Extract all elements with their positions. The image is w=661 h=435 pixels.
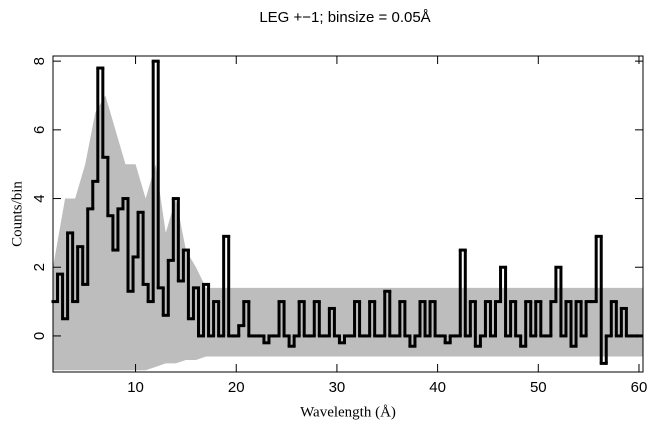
x-tick-label: 40	[429, 379, 446, 396]
x-tick-label: 10	[127, 379, 144, 396]
plot-area	[51, 59, 643, 371]
y-tick-label: 6	[31, 126, 48, 134]
x-tick-label: 60	[631, 379, 648, 396]
plot-frame	[52, 55, 644, 373]
y-tick-label: 0	[31, 332, 48, 340]
y-axis-label: Counts/bin	[9, 181, 25, 247]
y-tick-label: 4	[31, 194, 48, 202]
x-tick-label: 50	[530, 379, 547, 396]
chart-title: LEG +−1; binsize = 0.05Å	[259, 9, 430, 26]
x-tick-label: 30	[329, 379, 346, 396]
x-tick-label: 20	[228, 379, 245, 396]
y-tick-label: 2	[31, 263, 48, 271]
x-axis-label: Wavelength (Å)	[300, 404, 396, 420]
error-band	[53, 95, 643, 371]
y-tick-label: 8	[31, 57, 48, 65]
